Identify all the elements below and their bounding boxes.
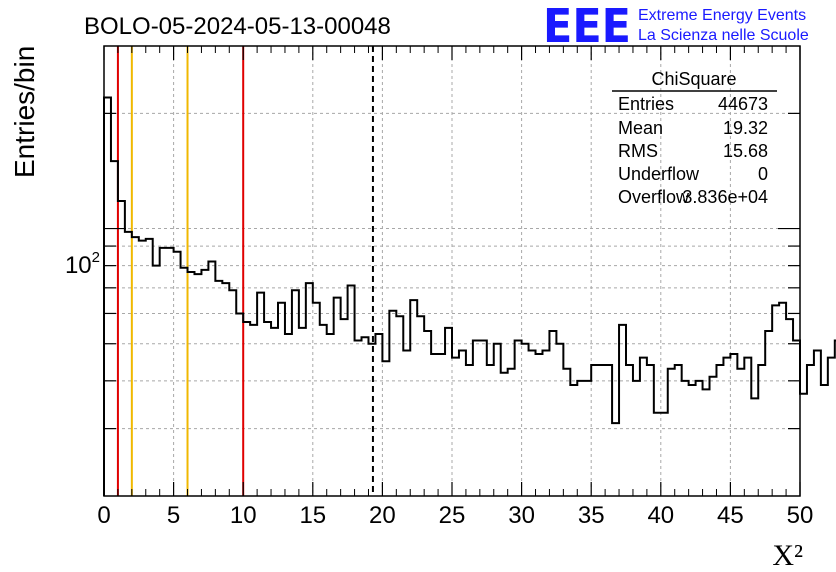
x-tick-label: 15 [299, 502, 326, 529]
x-tick-label: 20 [369, 502, 396, 529]
x-tick-label: 5 [167, 502, 180, 529]
stats-value: 44673 [718, 94, 768, 114]
x-tick-label: 50 [787, 502, 814, 529]
stats-value: 19.32 [723, 118, 768, 138]
x-tick-labels: 0 5 10 15 20 25 30 35 40 45 50 [97, 502, 813, 529]
stats-label: RMS [618, 141, 658, 161]
y-tick-label: 102 [65, 249, 100, 279]
x-tick-label: 0 [97, 502, 110, 529]
grid-lines [104, 46, 800, 496]
stats-label: Mean [618, 118, 663, 138]
stats-title: ChiSquare [651, 69, 736, 89]
x-tick-label: 40 [647, 502, 674, 529]
x-axis-label: X² [772, 539, 803, 572]
stats-label: Underflow [618, 164, 700, 184]
logo-line-2: La Scienza nelle Scuole [638, 27, 809, 44]
eee-logo: EEE [543, 0, 631, 53]
stats-value: 3.836e+04 [682, 187, 768, 207]
y-tick-exponent: 2 [92, 249, 100, 266]
y-axis-label: Entries/bin [9, 46, 40, 178]
axis-ticks [103, 46, 801, 496]
stats-value: 0 [758, 164, 768, 184]
stats-value: 15.68 [723, 141, 768, 161]
stats-label: Entries [618, 94, 674, 114]
stats-box: ChiSquare Entries 44673 Mean 19.32 RMS 1… [612, 69, 777, 207]
x-tick-label: 35 [578, 502, 605, 529]
x-tick-label: 30 [508, 502, 535, 529]
logo-line-1: Extreme Energy Events [638, 7, 806, 24]
x-tick-label: 25 [439, 502, 466, 529]
x-tick-label: 45 [717, 502, 744, 529]
chart-title: BOLO-05-2024-05-13-00048 [84, 13, 391, 40]
x-tick-label: 10 [230, 502, 257, 529]
stats-label: Overflow [618, 187, 690, 207]
